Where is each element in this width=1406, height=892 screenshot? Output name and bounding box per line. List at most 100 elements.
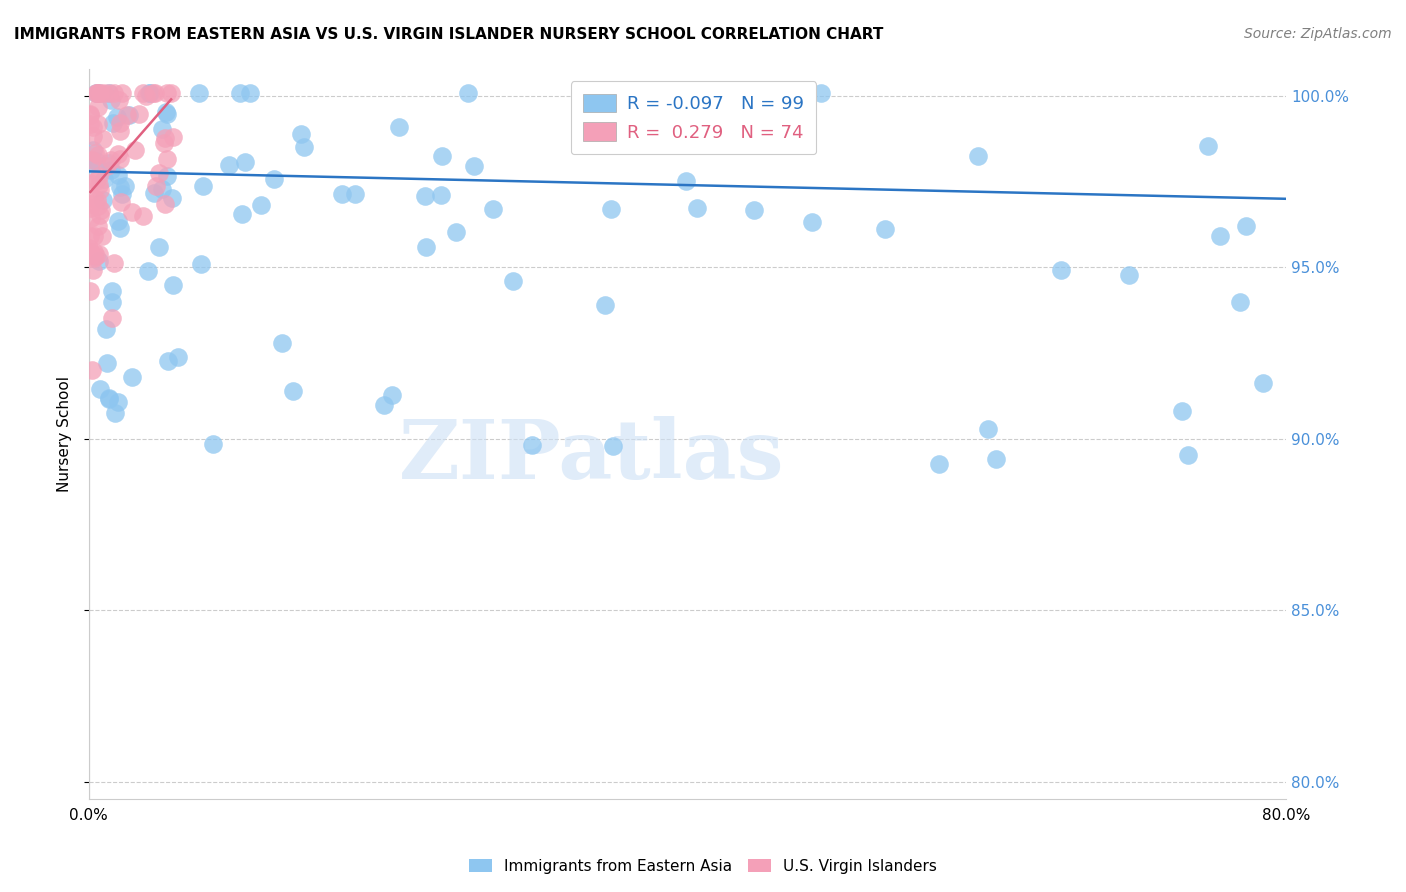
Point: [91, 193, 114, 207]
Point: [83, 244, 105, 259]
Point: [97, 392, 120, 406]
Text: IMMIGRANTS FROM EASTERN ASIA VS U.S. VIRGIN ISLANDER NURSERY SCHOOL CORRELATION : IMMIGRANTS FROM EASTERN ASIA VS U.S. VIR…: [14, 27, 883, 42]
Point: [87, 86, 110, 100]
Point: [143, 186, 166, 201]
Point: [86, 86, 108, 100]
Point: [1253, 376, 1275, 391]
Point: [810, 86, 832, 100]
Point: [150, 122, 173, 136]
Point: [100, 153, 122, 167]
Point: [79, 176, 101, 190]
Point: [84, 174, 107, 188]
Point: [430, 187, 453, 202]
Point: [875, 222, 897, 236]
Point: [91, 131, 114, 145]
Point: [271, 336, 294, 351]
Point: [79, 245, 101, 260]
Point: [79, 285, 101, 299]
Point: [103, 86, 125, 100]
Point: [79, 197, 101, 211]
Point: [108, 124, 131, 138]
Point: [637, 86, 659, 100]
Point: [105, 110, 128, 124]
Point: [79, 228, 101, 243]
Point: [104, 406, 127, 420]
Point: [82, 144, 104, 158]
Point: [79, 117, 101, 131]
Point: [231, 207, 253, 221]
Point: [148, 239, 170, 253]
Point: [86, 219, 108, 234]
Point: [89, 184, 111, 198]
Point: [1118, 268, 1140, 282]
Point: [83, 145, 105, 160]
Point: [153, 197, 176, 211]
Point: [167, 351, 190, 365]
Point: [97, 391, 120, 405]
Point: [600, 202, 623, 217]
Point: [502, 274, 524, 288]
Point: [595, 298, 617, 312]
Point: [1197, 138, 1219, 153]
Point: [96, 159, 118, 173]
Point: [381, 388, 404, 402]
Point: [110, 220, 132, 235]
Point: [1208, 228, 1230, 243]
Point: [111, 186, 134, 201]
Point: [101, 310, 124, 325]
Point: [79, 201, 101, 215]
Point: [135, 88, 157, 103]
Point: [89, 86, 111, 100]
Point: [162, 278, 184, 293]
Point: [79, 157, 101, 171]
Point: [444, 225, 467, 239]
Point: [977, 422, 1000, 436]
Point: [155, 131, 177, 145]
Point: [83, 228, 105, 243]
Point: [388, 120, 411, 134]
Point: [187, 86, 209, 100]
Point: [413, 189, 436, 203]
Point: [83, 252, 105, 266]
Point: [984, 452, 1007, 467]
Point: [1234, 219, 1257, 234]
Point: [77, 241, 100, 255]
Point: [249, 198, 271, 212]
Point: [148, 166, 170, 180]
Point: [121, 205, 143, 219]
Point: [128, 107, 150, 121]
Point: [1171, 404, 1194, 418]
Point: [100, 163, 122, 178]
Point: [110, 180, 132, 194]
Point: [763, 113, 786, 128]
Point: [100, 284, 122, 298]
Point: [686, 201, 709, 215]
Point: [107, 213, 129, 227]
Point: [481, 202, 503, 216]
Point: [263, 172, 285, 186]
Point: [80, 211, 103, 225]
Point: [162, 191, 184, 205]
Point: [292, 140, 315, 154]
Point: [87, 247, 110, 261]
Point: [1229, 295, 1251, 310]
Point: [98, 86, 121, 100]
Point: [115, 108, 138, 122]
Text: Source: ZipAtlas.com: Source: ZipAtlas.com: [1244, 27, 1392, 41]
Point: [373, 398, 395, 412]
Point: [800, 215, 823, 229]
Point: [520, 438, 543, 452]
Point: [156, 107, 179, 121]
Text: ZIPatlas: ZIPatlas: [399, 416, 785, 496]
Point: [82, 262, 104, 277]
Point: [156, 86, 179, 100]
Point: [107, 147, 129, 161]
Point: [124, 144, 146, 158]
Point: [79, 248, 101, 262]
Point: [110, 195, 132, 210]
Point: [103, 116, 125, 130]
Point: [107, 394, 129, 409]
Point: [675, 174, 697, 188]
Legend: Immigrants from Eastern Asia, U.S. Virgin Islanders: Immigrants from Eastern Asia, U.S. Virgi…: [463, 853, 943, 880]
Point: [87, 169, 110, 183]
